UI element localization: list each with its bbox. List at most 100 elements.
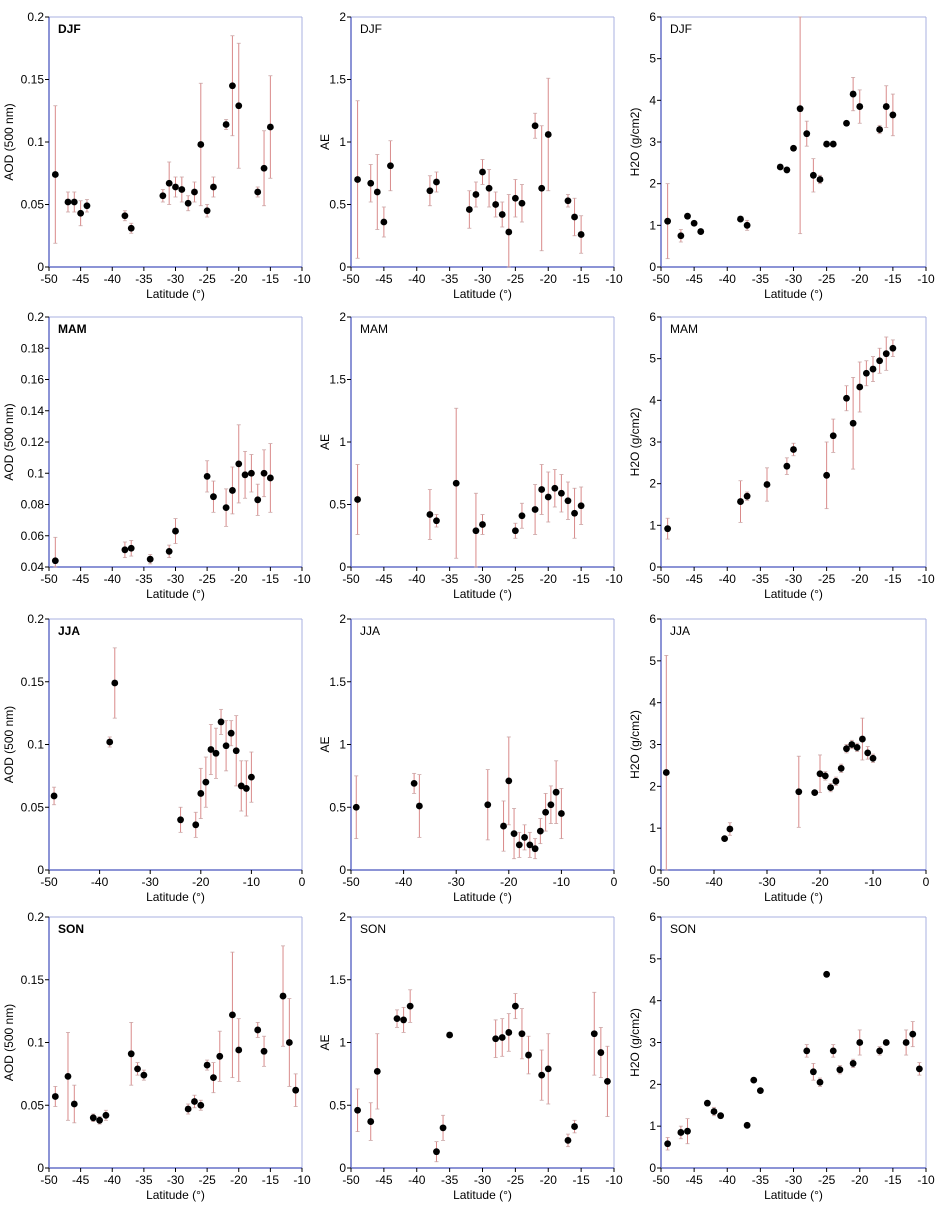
data-point xyxy=(531,845,539,853)
x-tick-label: -10 xyxy=(917,272,935,286)
data-point xyxy=(864,749,872,757)
data-point xyxy=(400,1016,407,1024)
x-tick-label: -40 xyxy=(104,272,122,286)
season-label: MAM xyxy=(670,322,698,336)
data-point xyxy=(577,502,585,510)
data-point xyxy=(177,816,184,824)
data-point xyxy=(446,1031,454,1039)
data-point xyxy=(832,777,840,785)
data-point xyxy=(191,188,198,196)
data-point xyxy=(531,122,539,130)
data-point xyxy=(552,788,560,796)
data-point xyxy=(229,82,236,90)
data-point xyxy=(849,90,857,98)
y-axis-label: H2O (g/cm2) xyxy=(628,710,642,779)
x-tick-label: -40 xyxy=(91,875,109,889)
data-point xyxy=(197,1101,205,1109)
x-tick-label: -10 xyxy=(293,1173,311,1187)
x-tick-label: -45 xyxy=(685,272,703,286)
x-tick-label: -45 xyxy=(72,572,90,586)
data-point xyxy=(479,168,486,176)
data-point xyxy=(848,741,856,748)
x-tick-label: -45 xyxy=(685,572,703,586)
y-axis-label: H2O (g/cm2) xyxy=(628,1008,642,1077)
data-point xyxy=(662,769,670,776)
data-point xyxy=(433,517,440,525)
data-point xyxy=(882,103,890,110)
data-point xyxy=(406,1002,414,1010)
x-tick-label: -30 xyxy=(785,1173,803,1187)
x-tick-label: -30 xyxy=(474,572,492,586)
y-tick-label: 1 xyxy=(649,218,656,232)
data-point xyxy=(217,718,225,726)
data-point xyxy=(902,1039,910,1046)
data-point xyxy=(849,1060,857,1067)
data-point xyxy=(248,773,255,781)
data-point xyxy=(203,207,211,215)
data-point xyxy=(70,1100,78,1108)
data-point xyxy=(121,212,129,220)
data-point xyxy=(352,803,360,811)
data-point xyxy=(479,521,486,528)
data-point xyxy=(380,218,388,226)
x-tick-label: -10 xyxy=(864,875,882,889)
data-point xyxy=(796,105,804,113)
data-point xyxy=(373,1067,381,1075)
data-point xyxy=(664,525,672,533)
data-point xyxy=(677,232,685,240)
data-point xyxy=(227,729,235,737)
y-tick-label: 2 xyxy=(339,612,346,626)
x-tick-label: -25 xyxy=(198,572,216,586)
data-point xyxy=(64,1072,72,1080)
y-tick-label: 0 xyxy=(339,863,346,877)
data-point xyxy=(367,1118,375,1125)
x-tick-label: -45 xyxy=(375,1173,393,1187)
x-tick-label: -25 xyxy=(507,572,525,586)
x-tick-label: -40 xyxy=(408,272,426,286)
x-tick-label: -50 xyxy=(40,272,58,286)
data-point xyxy=(235,102,243,110)
x-tick-label: -10 xyxy=(605,572,623,586)
data-point xyxy=(525,1051,532,1059)
data-point xyxy=(511,527,519,535)
data-point xyxy=(521,833,528,841)
data-point xyxy=(472,191,480,198)
data-point xyxy=(70,198,78,206)
data-point xyxy=(721,835,728,843)
y-tick-label: 0.12 xyxy=(21,435,45,449)
x-axis-label: Latitude (°) xyxy=(453,1188,512,1202)
data-point xyxy=(140,1071,148,1079)
chart-panel-jja-aod: -50 -40 -30 -20 -10 0 0 0.05 0.1 0.15 0.2 Latitude … xyxy=(2,612,306,904)
data-point xyxy=(241,471,249,479)
x-tick-label: -40 xyxy=(719,272,737,286)
data-point xyxy=(165,179,173,187)
data-point xyxy=(393,1015,401,1023)
data-point xyxy=(538,1071,546,1079)
data-point xyxy=(511,1002,519,1010)
chart-panel-jja-ae: -50 -40 -30 -20 -10 0 0 0.5 1 1.5 2 Latitude (°) AE J… xyxy=(318,612,618,904)
x-tick-label: -50 xyxy=(342,875,360,889)
data-point xyxy=(229,487,236,494)
x-axis-label: Latitude (°) xyxy=(453,287,512,301)
data-point xyxy=(254,188,262,196)
y-axis-label: AOD (500 nm) xyxy=(2,403,16,480)
data-point xyxy=(242,785,250,792)
x-tick-label: -20 xyxy=(192,875,210,889)
data-point xyxy=(544,493,552,501)
x-tick-label: -35 xyxy=(135,272,153,286)
y-tick-label: 0.5 xyxy=(329,198,346,212)
data-point xyxy=(415,802,423,810)
y-tick-label: 5 xyxy=(649,654,656,668)
y-axis-label: AE xyxy=(318,434,332,450)
data-point xyxy=(518,1030,526,1038)
x-tick-label: -35 xyxy=(441,1173,459,1187)
data-point xyxy=(51,1093,59,1100)
x-axis-label: Latitude (°) xyxy=(146,1188,205,1202)
data-point xyxy=(127,544,135,552)
data-point xyxy=(354,1106,361,1114)
season-label: JJA xyxy=(58,624,80,638)
x-tick-label: -50 xyxy=(652,875,670,889)
data-point xyxy=(564,497,572,505)
season-label: DJF xyxy=(670,22,692,36)
